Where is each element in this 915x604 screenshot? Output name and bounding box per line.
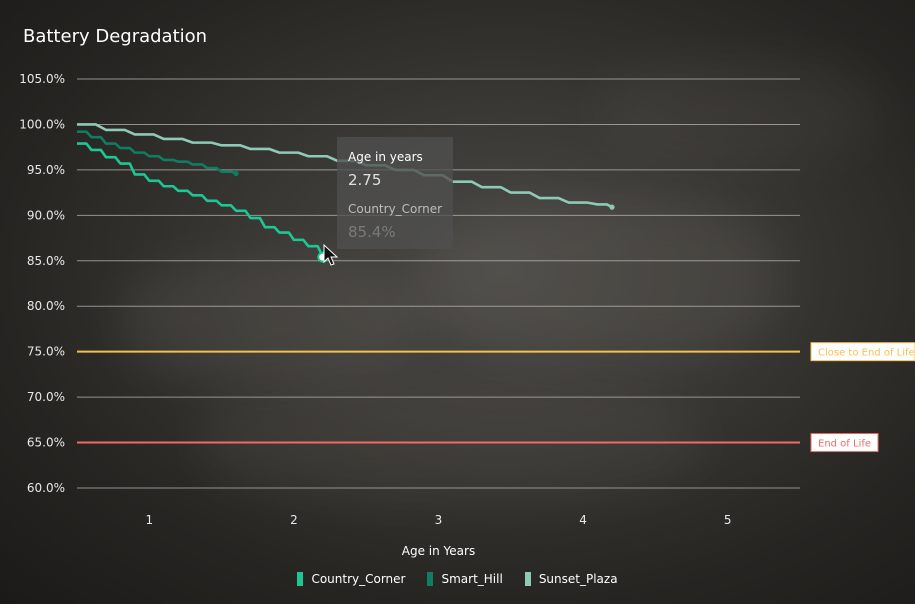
legend-label: Country_Corner xyxy=(311,572,406,586)
tooltip-series-value: 85.4% xyxy=(348,223,396,241)
y-tick-label: 85.0% xyxy=(27,254,65,268)
y-tick-label: 105.0% xyxy=(19,72,65,86)
tooltip-series-label: Country_Corner xyxy=(348,202,443,216)
svg-text:End of Life: End of Life xyxy=(818,439,871,450)
x-tick-label: 3 xyxy=(435,513,443,527)
mouse-cursor-icon xyxy=(323,244,339,266)
series-line-country-corner[interactable] xyxy=(77,142,324,258)
x-tick-label: 4 xyxy=(579,513,587,527)
legend-label: Sunset_Plaza xyxy=(538,572,618,586)
series-end-point[interactable] xyxy=(233,170,239,177)
y-tick-label: 65.0% xyxy=(27,436,65,450)
x-tick-label: 5 xyxy=(724,513,732,527)
x-tick-label: 1 xyxy=(145,513,153,527)
reference-line-label: End of Life xyxy=(810,433,879,453)
series-line-smart-hill[interactable] xyxy=(77,130,237,175)
reference-lines: Close to End of Life End of Life xyxy=(77,342,915,453)
y-tick-label: 80.0% xyxy=(27,299,65,313)
tooltip-x-label: Age in years xyxy=(348,150,423,164)
legend-label: Smart_Hill xyxy=(441,572,503,586)
y-axis-ticks: 60.0% 65.0% 70.0% 75.0% 80.0% 85.0% 90.0% 95.0%… xyxy=(19,72,65,495)
y-tick-label: 60.0% xyxy=(27,481,65,495)
legend-item-smart-hill[interactable]: Smart_Hill xyxy=(427,572,503,586)
legend-item-country-corner[interactable]: Country_Corner xyxy=(297,572,405,586)
y-tick-label: 90.0% xyxy=(27,208,65,222)
reference-line-label: Close to End of Life xyxy=(810,342,915,362)
chart-title: Battery Degradation xyxy=(23,26,208,47)
x-axis-ticks: 1 2 3 4 5 xyxy=(145,513,731,527)
y-tick-label: 100.0% xyxy=(19,117,65,131)
x-axis-label: Age in Years xyxy=(402,544,475,558)
series-end-point[interactable] xyxy=(609,204,615,210)
y-tick-label: 95.0% xyxy=(27,163,65,177)
y-tick-label: 70.0% xyxy=(27,390,65,404)
legend: Country_Corner Smart_Hill Sunset_Plaza xyxy=(0,572,915,586)
legend-swatch-icon xyxy=(427,572,434,586)
legend-item-sunset-plaza[interactable]: Sunset_Plaza xyxy=(524,572,618,586)
x-tick-label: 2 xyxy=(290,513,298,527)
tooltip: Age in years 2.75 Country_Corner 85.4% xyxy=(337,137,453,249)
legend-swatch-icon xyxy=(524,572,531,586)
y-tick-label: 75.0% xyxy=(27,345,65,359)
tooltip-x-value: 2.75 xyxy=(348,171,382,189)
legend-swatch-icon xyxy=(297,572,304,586)
svg-text:Close to End of Life: Close to End of Life xyxy=(818,348,915,359)
